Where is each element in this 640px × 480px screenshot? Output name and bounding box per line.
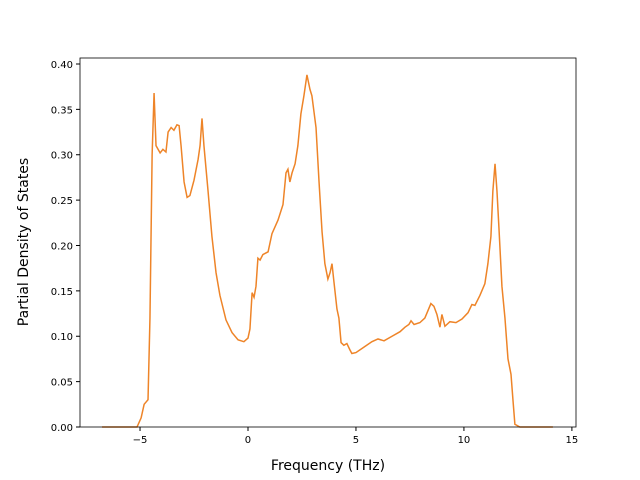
y-tick-label: 0.15 xyxy=(51,287,73,298)
y-tick-label: 0.30 xyxy=(51,151,73,162)
x-tick-label: 15 xyxy=(566,435,579,446)
x-tick-label: −5 xyxy=(133,435,148,446)
x-tick-label: 5 xyxy=(353,435,359,446)
x-tick-label: 10 xyxy=(458,435,471,446)
y-tick-label: 0.00 xyxy=(51,423,73,434)
y-tick-label: 0.25 xyxy=(51,196,73,207)
plot-frame xyxy=(79,57,577,428)
y-tick-label: 0.05 xyxy=(51,378,73,389)
x-axis-label: Frequency (THz) xyxy=(271,458,385,474)
y-tick-label: 0.10 xyxy=(51,332,73,343)
y-tick-label: 0.35 xyxy=(51,105,73,116)
data-line xyxy=(102,74,553,428)
y-axis-label: Partial Density of States xyxy=(16,158,32,326)
x-tick-label: 0 xyxy=(245,435,251,446)
y-tick-label: 0.40 xyxy=(51,60,73,71)
y-tick-label: 0.20 xyxy=(51,241,73,252)
